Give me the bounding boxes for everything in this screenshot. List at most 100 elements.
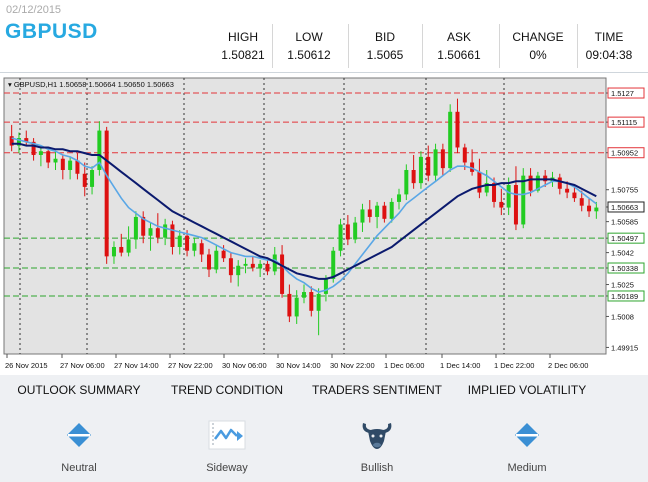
stat-label: HIGH xyxy=(228,30,258,44)
x-tick-label: 27 Nov 06:00 xyxy=(60,361,105,370)
y-tick-label: 1.5042 xyxy=(611,249,634,258)
candle-bull xyxy=(353,222,358,240)
stat-divider xyxy=(499,24,500,68)
x-tick-label: 30 Nov 22:00 xyxy=(330,361,375,370)
stat-value: 1.50821 xyxy=(221,48,265,62)
y-tick-label: 1.51115 xyxy=(611,118,637,127)
candle-bull xyxy=(163,224,168,238)
sideway-trend-icon xyxy=(208,420,246,450)
candle-bear xyxy=(24,138,29,142)
candle-bear xyxy=(572,192,577,199)
stat-label: TIME xyxy=(594,30,624,44)
candle-bear xyxy=(104,130,109,257)
summary-title: IMPLIED VOLATILITY xyxy=(467,383,587,397)
price-chart[interactable]: ▾ GBPUSD,H1 1.50658 1.50664 1.50650 1.50… xyxy=(0,73,648,375)
candle-bear xyxy=(141,216,146,236)
stat-divider xyxy=(577,24,578,68)
y-tick-label: 1.50189 xyxy=(611,292,638,301)
candle-bear xyxy=(31,141,36,155)
stat-change: CHANGE 0% xyxy=(501,30,575,62)
candle-bull xyxy=(258,263,263,268)
y-tick-label: 1.50338 xyxy=(611,264,638,273)
stat-value: 1.50612 xyxy=(287,48,331,62)
candle-bear xyxy=(206,254,211,270)
candle-bull xyxy=(418,156,423,184)
summary-trend: TREND CONDITION Sideway xyxy=(152,375,302,482)
candle-bear xyxy=(60,158,65,170)
candle-bull xyxy=(294,297,299,317)
candle-bull xyxy=(389,201,394,219)
candle-bear xyxy=(528,175,533,191)
y-tick-label: 1.50585 xyxy=(611,218,638,227)
x-tick-label: 27 Nov 22:00 xyxy=(168,361,213,370)
stat-value: 0% xyxy=(529,48,547,62)
stat-value: 1.50661 xyxy=(437,48,481,62)
stat-label: LOW xyxy=(295,30,323,44)
candle-bull xyxy=(148,228,153,236)
candle-bear xyxy=(228,258,233,276)
candle-bull xyxy=(97,130,102,170)
current-price-box xyxy=(607,201,645,213)
candle-bull xyxy=(177,235,182,247)
y-tick-label: 1.50952 xyxy=(611,149,638,158)
price-level-box xyxy=(607,116,645,128)
y-tick-label: 1.50755 xyxy=(611,186,638,195)
bull-icon xyxy=(362,423,392,449)
neutral-diamond-icon xyxy=(67,423,91,447)
header-divider xyxy=(0,72,648,73)
summary-volatility: IMPLIED VOLATILITY Medium xyxy=(452,375,602,482)
y-tick-label: 1.5025 xyxy=(611,281,634,290)
summary-value: Neutral xyxy=(61,462,97,474)
y-tick-label: 1.50497 xyxy=(611,234,638,243)
candle-bull xyxy=(90,170,95,187)
candle-bull xyxy=(338,224,343,251)
candle-bull xyxy=(506,185,511,208)
summary-title: OUTLOOK SUMMARY xyxy=(17,383,141,397)
candle-bull xyxy=(243,263,248,266)
stat-label: BID xyxy=(374,30,395,44)
candlestick-chart-svg[interactable]: ▾ GBPUSD,H1 1.50658 1.50664 1.50650 1.50… xyxy=(0,73,648,375)
moving-average-slow-line xyxy=(11,142,597,280)
analysis-summary-panel: OUTLOOK SUMMARY Neutral TREND CONDITION … xyxy=(0,375,648,482)
candle-bull xyxy=(448,111,453,169)
price-level-box xyxy=(607,87,645,99)
stat-label: CHANGE xyxy=(512,30,564,44)
price-level-box xyxy=(607,232,645,244)
plot-area xyxy=(3,77,607,355)
candle-bear xyxy=(265,263,270,272)
summary-value: Bullish xyxy=(360,462,394,474)
summary-value: Medium xyxy=(507,462,547,474)
candle-bear xyxy=(345,224,350,240)
candle-bull xyxy=(521,175,526,225)
candle-bear xyxy=(280,254,285,294)
y-tick-label: 1.50663 xyxy=(611,203,638,212)
candle-bull xyxy=(126,239,131,253)
candle-bear xyxy=(199,243,204,255)
candle-bull xyxy=(68,160,73,170)
candle-bull xyxy=(404,170,409,195)
stat-low: LOW 1.50612 xyxy=(272,30,346,62)
x-tick-label: 1 Dec 06:00 xyxy=(384,361,424,370)
stat-time: TIME 09:04:38 xyxy=(572,30,646,62)
candle-bear xyxy=(9,136,14,146)
candle-bear xyxy=(250,263,255,268)
candle-bear xyxy=(565,188,570,193)
candle-bull xyxy=(111,246,116,257)
summary-outlook: OUTLOOK SUMMARY Neutral xyxy=(4,375,154,482)
candle-bull xyxy=(38,151,43,155)
candle-bear xyxy=(492,183,497,202)
candle-bear xyxy=(477,171,482,193)
candle-bear xyxy=(221,250,226,259)
candle-bear xyxy=(185,235,190,251)
y-tick-label: 1.49915 xyxy=(611,343,638,352)
candle-bear xyxy=(426,156,431,176)
candle-bear xyxy=(382,205,387,219)
candle-bear xyxy=(440,149,445,169)
candle-bear xyxy=(455,111,460,148)
candle-bear xyxy=(155,228,160,238)
candle-bull xyxy=(594,207,599,212)
candle-bear xyxy=(587,205,592,212)
candle-bull xyxy=(214,250,219,270)
candle-bull xyxy=(236,265,241,276)
medium-diamond-icon xyxy=(515,423,539,447)
